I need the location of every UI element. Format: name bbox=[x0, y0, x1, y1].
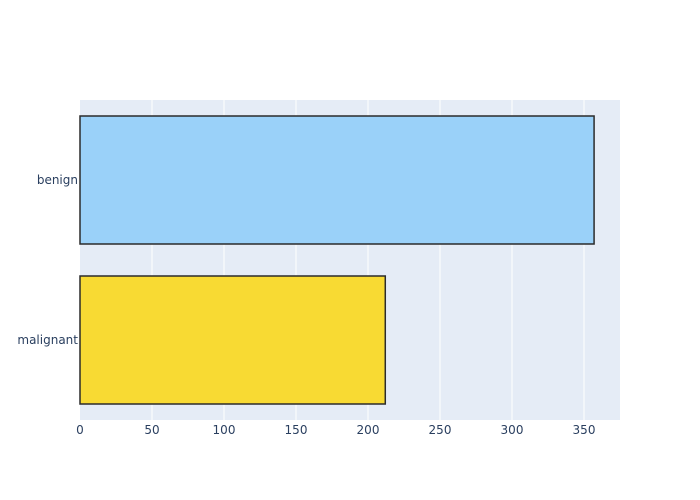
x-axis-ticks: 0 50 100 150 200 250 300 350 bbox=[76, 423, 595, 437]
bar-benign[interactable] bbox=[79, 115, 595, 245]
x-tick-label: 300 bbox=[501, 423, 524, 437]
bar-malignant[interactable] bbox=[79, 275, 387, 405]
x-tick-label: 350 bbox=[573, 423, 596, 437]
x-tick-label: 250 bbox=[429, 423, 452, 437]
y-axis-ticks: benign malignant bbox=[17, 173, 78, 347]
y-tick-label-benign: benign bbox=[37, 173, 78, 187]
y-tick-label-malignant: malignant bbox=[17, 333, 78, 347]
x-tick-label: 50 bbox=[144, 423, 159, 437]
bars bbox=[79, 115, 595, 405]
x-tick-label: 100 bbox=[213, 423, 236, 437]
x-tick-label: 0 bbox=[76, 423, 84, 437]
x-tick-label: 200 bbox=[357, 423, 380, 437]
x-tick-label: 150 bbox=[285, 423, 308, 437]
